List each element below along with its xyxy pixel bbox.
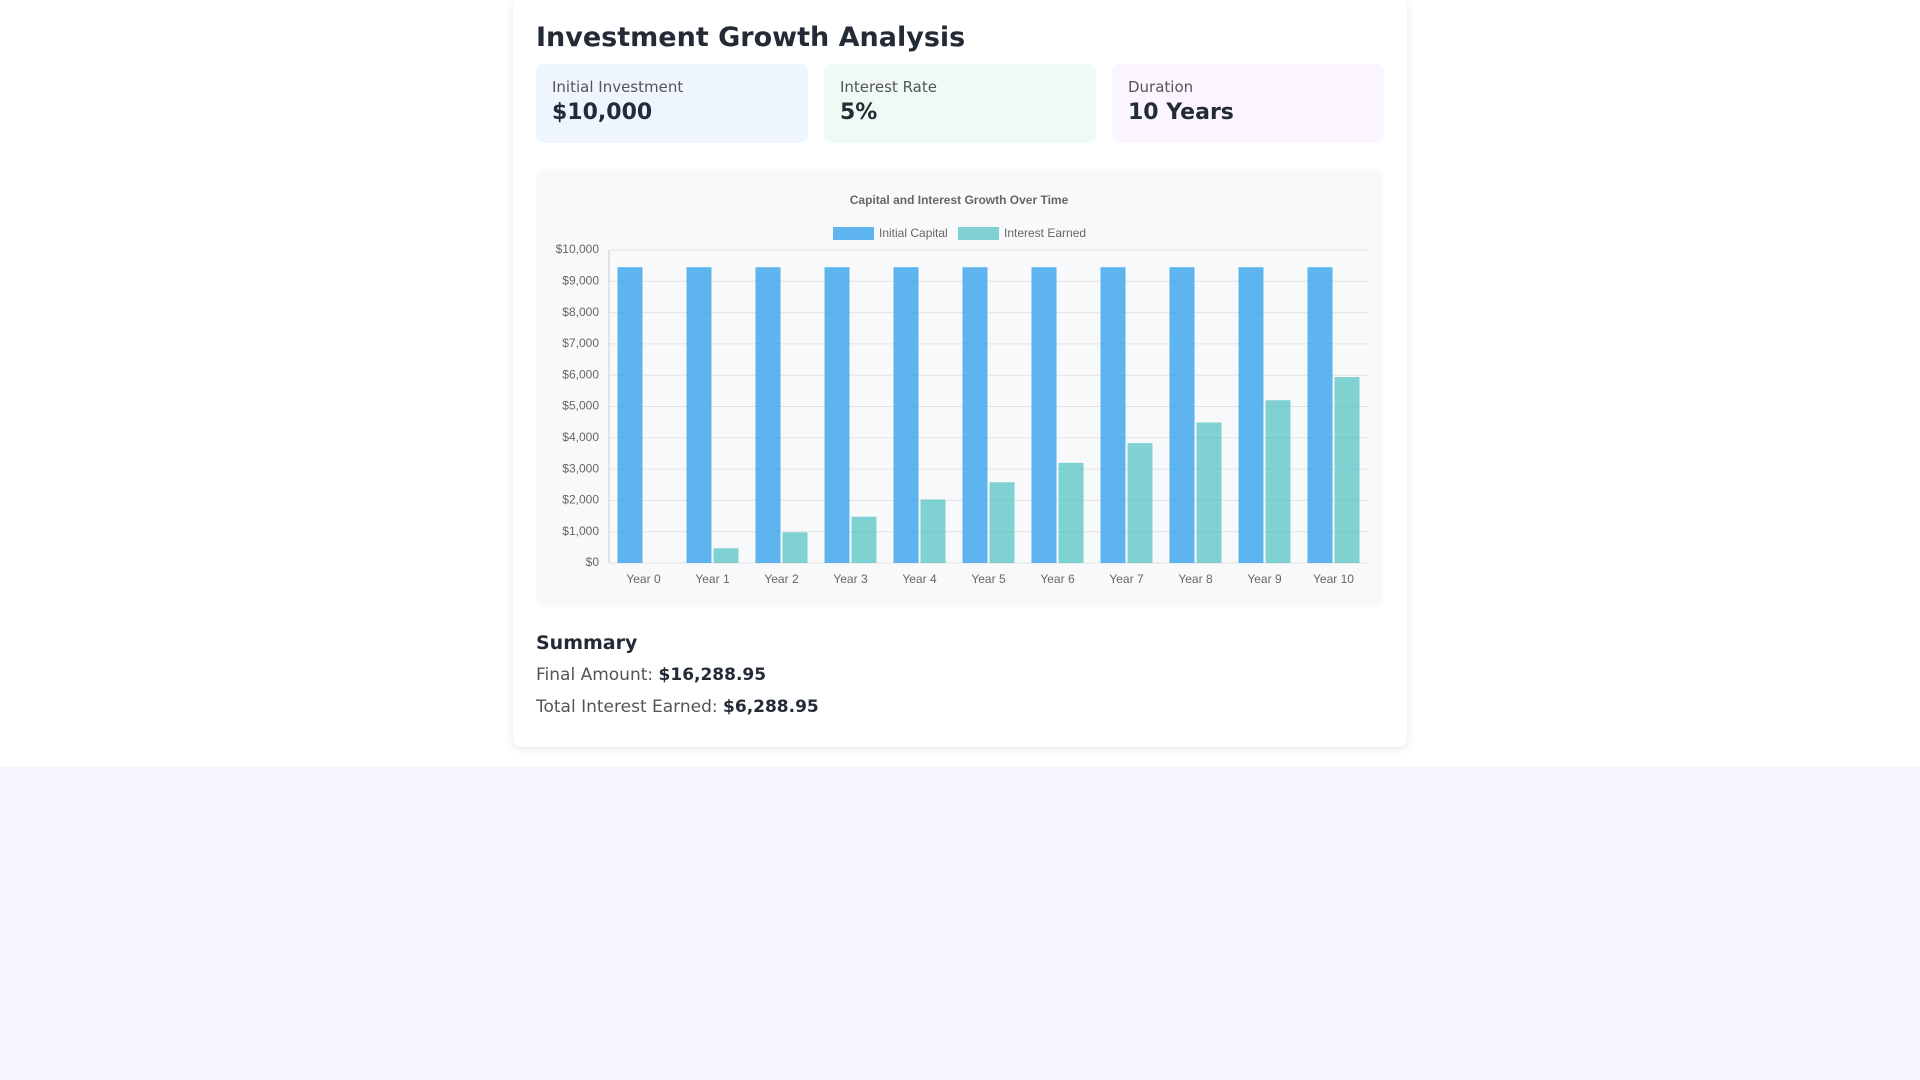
bar (1127, 443, 1153, 563)
bar (962, 267, 988, 563)
bar (824, 267, 850, 563)
chart-title: Capital and Interest Growth Over Time (850, 193, 1069, 207)
bar (1169, 267, 1195, 563)
y-tick-label: $2,000 (562, 493, 599, 507)
x-tick-label: Year 8 (1178, 572, 1213, 586)
y-tick-label: $7,000 (562, 336, 599, 350)
bar (989, 482, 1015, 563)
stat-card: Duration 10 Years (1112, 64, 1384, 143)
y-tick-label: $9,000 (562, 273, 599, 287)
y-tick-label: $4,000 (562, 430, 599, 444)
summary-value: $6,288.95 (723, 697, 819, 717)
x-tick-label: Year 1 (695, 572, 730, 586)
bar (1238, 267, 1264, 563)
stat-label: Initial Investment (552, 78, 684, 96)
bar (1058, 462, 1084, 563)
summary-label: Final Amount: (536, 665, 654, 685)
chart: Capital and Interest Growth Over Time $0… (556, 193, 1368, 586)
bar (755, 267, 781, 563)
summary-line: Final Amount: $16,288.95 (536, 665, 766, 685)
stat-card: Interest Rate 5% (824, 64, 1096, 143)
stat-value: 5% (840, 100, 878, 125)
summary-line: Total Interest Earned: $6,288.95 (536, 697, 819, 717)
y-tick-label: $6,000 (562, 367, 599, 381)
x-tick-label: Year 7 (1109, 572, 1144, 586)
x-tick-label: Year 6 (1040, 572, 1075, 586)
summary-title: Summary (536, 632, 638, 654)
y-tick-label: $10,000 (556, 242, 600, 256)
stat-card: Initial Investment $10,000 (536, 64, 808, 143)
x-tick-label: Year 5 (971, 572, 1006, 586)
y-tick-label: $0 (586, 555, 600, 569)
y-tick-label: $3,000 (562, 461, 599, 475)
body: Investment Growth Analysis Initial Inves… (0, 0, 1920, 767)
y-tick-label: $1,000 (562, 524, 599, 538)
chart-container: Capital and Interest Growth Over Time $0… (536, 169, 1383, 607)
bar (686, 267, 712, 563)
bar (1196, 422, 1222, 563)
bar (782, 532, 808, 563)
bar (920, 499, 946, 563)
legend-swatch (833, 227, 874, 240)
bar (713, 548, 739, 563)
bar (851, 516, 877, 563)
card: Investment Growth Analysis Initial Inves… (513, 0, 1407, 747)
legend-label: Interest Earned (1004, 226, 1086, 240)
x-tick-label: Year 9 (1247, 572, 1282, 586)
x-tick-label: Year 4 (902, 572, 937, 586)
x-tick-label: Year 10 (1313, 572, 1354, 586)
stat-value: $10,000 (552, 100, 653, 125)
bar (1100, 267, 1126, 563)
x-tick-label: Year 3 (833, 572, 868, 586)
bar (1031, 267, 1057, 563)
stat-label: Interest Rate (840, 78, 937, 96)
y-tick-label: $8,000 (562, 305, 599, 319)
legend-swatch (958, 227, 999, 240)
bar (617, 267, 643, 563)
bar (893, 267, 919, 563)
legend-label: Initial Capital (879, 226, 948, 240)
page: {"header": {"title": "Investment Growth … (0, 0, 1920, 767)
y-tick-label: $5,000 (562, 399, 599, 413)
summary-label: Total Interest Earned: (536, 697, 718, 717)
summary-value: $16,288.95 (658, 665, 767, 685)
x-tick-label: Year 2 (764, 572, 799, 586)
bar (1265, 400, 1291, 563)
bar (1307, 267, 1333, 563)
bar (1334, 377, 1360, 563)
stat-label: Duration (1128, 78, 1194, 96)
page-title: Investment Growth Analysis (536, 22, 966, 53)
stat-value: 10 Years (1128, 100, 1234, 125)
x-tick-label: Year 0 (626, 572, 661, 586)
